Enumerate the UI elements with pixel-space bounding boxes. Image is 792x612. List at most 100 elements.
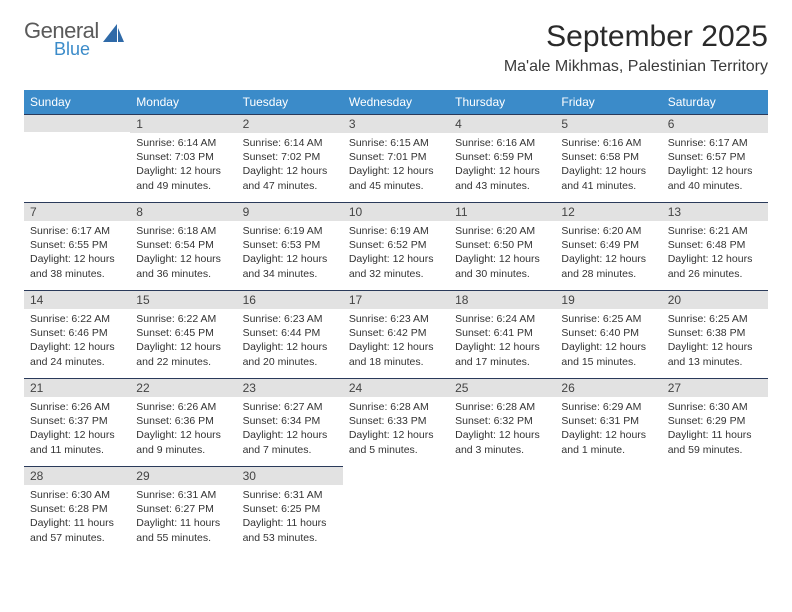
day-details: Sunrise: 6:26 AMSunset: 6:36 PMDaylight:… xyxy=(130,397,236,463)
sunrise-text: Sunrise: 6:23 AM xyxy=(349,312,443,326)
sunrise-text: Sunrise: 6:24 AM xyxy=(455,312,549,326)
calendar-cell: 7Sunrise: 6:17 AMSunset: 6:55 PMDaylight… xyxy=(24,202,130,290)
calendar-cell: 16Sunrise: 6:23 AMSunset: 6:44 PMDayligh… xyxy=(237,290,343,378)
sunrise-text: Sunrise: 6:16 AM xyxy=(455,136,549,150)
sunrise-text: Sunrise: 6:16 AM xyxy=(561,136,655,150)
calendar-cell: 23Sunrise: 6:27 AMSunset: 6:34 PMDayligh… xyxy=(237,378,343,466)
day-number: 5 xyxy=(555,114,661,133)
weekday-header: Sunday xyxy=(24,90,130,114)
calendar-cell: 17Sunrise: 6:23 AMSunset: 6:42 PMDayligh… xyxy=(343,290,449,378)
sunset-text: Sunset: 6:36 PM xyxy=(136,414,230,428)
daylight-text: Daylight: 12 hours xyxy=(243,428,337,442)
calendar-cell: 28Sunrise: 6:30 AMSunset: 6:28 PMDayligh… xyxy=(24,466,130,554)
sunset-text: Sunset: 6:59 PM xyxy=(455,150,549,164)
calendar-cell: 5Sunrise: 6:16 AMSunset: 6:58 PMDaylight… xyxy=(555,114,661,202)
calendar-row: 1Sunrise: 6:14 AMSunset: 7:03 PMDaylight… xyxy=(24,114,768,202)
calendar-cell: 15Sunrise: 6:22 AMSunset: 6:45 PMDayligh… xyxy=(130,290,236,378)
sunset-text: Sunset: 7:02 PM xyxy=(243,150,337,164)
sunset-text: Sunset: 6:52 PM xyxy=(349,238,443,252)
daylight-text: and 45 minutes. xyxy=(349,179,443,193)
sunrise-text: Sunrise: 6:29 AM xyxy=(561,400,655,414)
daylight-text: Daylight: 12 hours xyxy=(455,164,549,178)
daylight-text: Daylight: 11 hours xyxy=(136,516,230,530)
daylight-text: and 55 minutes. xyxy=(136,531,230,545)
sunset-text: Sunset: 6:54 PM xyxy=(136,238,230,252)
daylight-text: and 18 minutes. xyxy=(349,355,443,369)
sunset-text: Sunset: 6:46 PM xyxy=(30,326,124,340)
calendar-cell: 29Sunrise: 6:31 AMSunset: 6:27 PMDayligh… xyxy=(130,466,236,554)
calendar-cell: 4Sunrise: 6:16 AMSunset: 6:59 PMDaylight… xyxy=(449,114,555,202)
day-details: Sunrise: 6:31 AMSunset: 6:25 PMDaylight:… xyxy=(237,485,343,551)
day-number: 9 xyxy=(237,202,343,221)
calendar-cell: 27Sunrise: 6:30 AMSunset: 6:29 PMDayligh… xyxy=(662,378,768,466)
day-details: Sunrise: 6:16 AMSunset: 6:58 PMDaylight:… xyxy=(555,133,661,199)
sunset-text: Sunset: 6:41 PM xyxy=(455,326,549,340)
calendar-cell: 13Sunrise: 6:21 AMSunset: 6:48 PMDayligh… xyxy=(662,202,768,290)
sunset-text: Sunset: 7:03 PM xyxy=(136,150,230,164)
sunrise-text: Sunrise: 6:21 AM xyxy=(668,224,762,238)
day-details: Sunrise: 6:19 AMSunset: 6:52 PMDaylight:… xyxy=(343,221,449,287)
calendar-cell: 3Sunrise: 6:15 AMSunset: 7:01 PMDaylight… xyxy=(343,114,449,202)
day-details: Sunrise: 6:24 AMSunset: 6:41 PMDaylight:… xyxy=(449,309,555,375)
daylight-text: Daylight: 12 hours xyxy=(349,252,443,266)
daylight-text: and 34 minutes. xyxy=(243,267,337,281)
sunset-text: Sunset: 6:53 PM xyxy=(243,238,337,252)
sunset-text: Sunset: 6:32 PM xyxy=(455,414,549,428)
day-details: Sunrise: 6:15 AMSunset: 7:01 PMDaylight:… xyxy=(343,133,449,199)
day-details: Sunrise: 6:20 AMSunset: 6:50 PMDaylight:… xyxy=(449,221,555,287)
daylight-text: Daylight: 11 hours xyxy=(668,428,762,442)
daylight-text: and 9 minutes. xyxy=(136,443,230,457)
daylight-text: Daylight: 12 hours xyxy=(455,340,549,354)
daylight-text: Daylight: 12 hours xyxy=(349,428,443,442)
calendar-cell: 20Sunrise: 6:25 AMSunset: 6:38 PMDayligh… xyxy=(662,290,768,378)
day-details: Sunrise: 6:27 AMSunset: 6:34 PMDaylight:… xyxy=(237,397,343,463)
daylight-text: and 20 minutes. xyxy=(243,355,337,369)
daylight-text: and 28 minutes. xyxy=(561,267,655,281)
day-details: Sunrise: 6:14 AMSunset: 7:02 PMDaylight:… xyxy=(237,133,343,199)
calendar-cell: 26Sunrise: 6:29 AMSunset: 6:31 PMDayligh… xyxy=(555,378,661,466)
daylight-text: Daylight: 12 hours xyxy=(668,340,762,354)
weekday-row: SundayMondayTuesdayWednesdayThursdayFrid… xyxy=(24,90,768,114)
daylight-text: Daylight: 12 hours xyxy=(561,340,655,354)
sunset-text: Sunset: 6:58 PM xyxy=(561,150,655,164)
sunset-text: Sunset: 6:38 PM xyxy=(668,326,762,340)
day-details: Sunrise: 6:16 AMSunset: 6:59 PMDaylight:… xyxy=(449,133,555,199)
calendar-table: SundayMondayTuesdayWednesdayThursdayFrid… xyxy=(24,90,768,554)
sunrise-text: Sunrise: 6:28 AM xyxy=(349,400,443,414)
day-number: 25 xyxy=(449,378,555,397)
day-number: 7 xyxy=(24,202,130,221)
sunset-text: Sunset: 6:49 PM xyxy=(561,238,655,252)
sunset-text: Sunset: 6:45 PM xyxy=(136,326,230,340)
daylight-text: Daylight: 12 hours xyxy=(136,164,230,178)
sail-icon xyxy=(103,24,125,49)
day-number: 14 xyxy=(24,290,130,309)
calendar-body: 1Sunrise: 6:14 AMSunset: 7:03 PMDaylight… xyxy=(24,114,768,554)
daylight-text: Daylight: 12 hours xyxy=(243,252,337,266)
sunset-text: Sunset: 6:29 PM xyxy=(668,414,762,428)
daylight-text: and 53 minutes. xyxy=(243,531,337,545)
weekday-header: Monday xyxy=(130,90,236,114)
daylight-text: Daylight: 12 hours xyxy=(668,164,762,178)
month-title: September 2025 xyxy=(504,20,768,54)
day-number: 13 xyxy=(662,202,768,221)
day-number: 30 xyxy=(237,466,343,485)
daylight-text: Daylight: 12 hours xyxy=(561,428,655,442)
day-details: Sunrise: 6:17 AMSunset: 6:55 PMDaylight:… xyxy=(24,221,130,287)
day-details: Sunrise: 6:28 AMSunset: 6:32 PMDaylight:… xyxy=(449,397,555,463)
calendar-cell: 12Sunrise: 6:20 AMSunset: 6:49 PMDayligh… xyxy=(555,202,661,290)
daylight-text: and 24 minutes. xyxy=(30,355,124,369)
calendar-cell: 1Sunrise: 6:14 AMSunset: 7:03 PMDaylight… xyxy=(130,114,236,202)
daylight-text: Daylight: 12 hours xyxy=(136,428,230,442)
daylight-text: Daylight: 12 hours xyxy=(243,340,337,354)
sunrise-text: Sunrise: 6:20 AM xyxy=(561,224,655,238)
daylight-text: Daylight: 12 hours xyxy=(30,428,124,442)
daylight-text: and 7 minutes. xyxy=(243,443,337,457)
day-number: 4 xyxy=(449,114,555,133)
day-number: 24 xyxy=(343,378,449,397)
day-number: 22 xyxy=(130,378,236,397)
sunrise-text: Sunrise: 6:31 AM xyxy=(243,488,337,502)
sunset-text: Sunset: 6:57 PM xyxy=(668,150,762,164)
sunrise-text: Sunrise: 6:26 AM xyxy=(136,400,230,414)
weekday-header: Wednesday xyxy=(343,90,449,114)
daylight-text: and 30 minutes. xyxy=(455,267,549,281)
